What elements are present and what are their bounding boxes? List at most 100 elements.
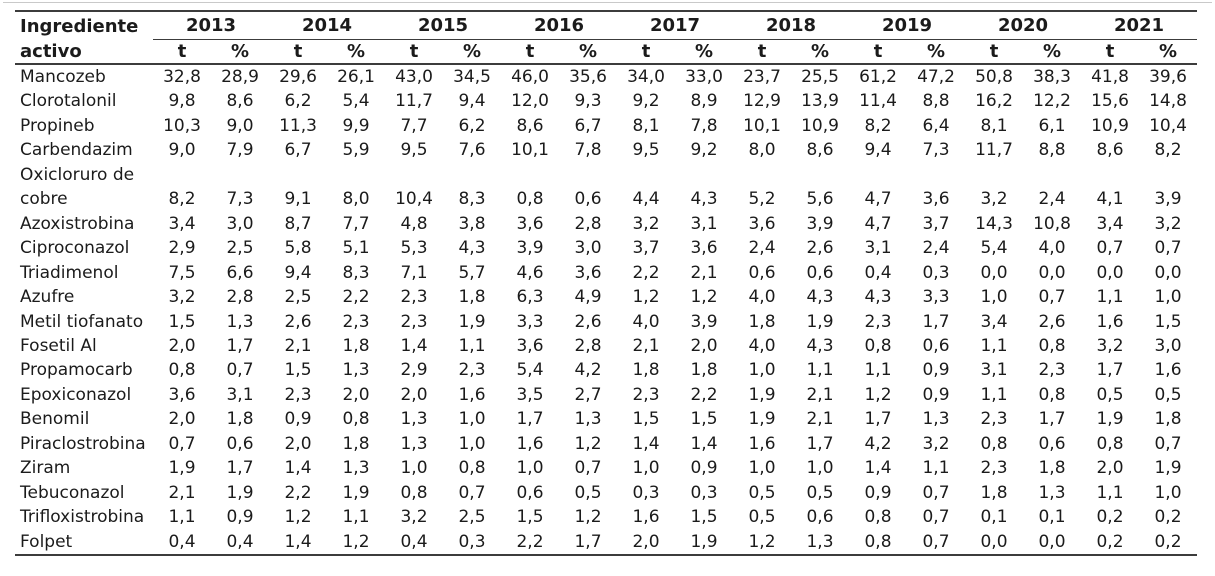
table-row: Tebuconazol 2,1 1,9 2,2 1,9 0,8 0,7 0,6 0,5 0,3 0,… <box>15 481 1197 505</box>
percent-value: 4,3 <box>806 335 834 356</box>
tonnes-value: 9,5 <box>632 140 660 161</box>
table-row: Azoxistrobina 3,4 3,0 8,7 7,7 4,8 3,8 3,6 2,8 3,2… <box>15 212 1197 236</box>
tonnes-value: 2,0 <box>1096 458 1124 479</box>
unit-header-t: t <box>849 39 907 65</box>
tonnes-value: 1,7 <box>516 409 544 430</box>
unit-header-t: t <box>965 39 1023 65</box>
percent-value: 4,3 <box>690 189 718 210</box>
year-header-2019: 2019 <box>849 11 965 40</box>
tonnes-value: 2,0 <box>168 335 196 356</box>
tonnes-value: 12,9 <box>743 91 781 112</box>
percent-value: 0,6 <box>806 507 834 528</box>
tonnes-value: 2,6 <box>284 311 312 332</box>
tonnes-value: 6,2 <box>284 91 312 112</box>
tonnes-value: 9,4 <box>864 140 892 161</box>
unit-header-percent: % <box>675 39 733 65</box>
tonnes-value: 1,3 <box>400 433 428 454</box>
tonnes-value: 3,2 <box>980 189 1008 210</box>
unit-header-percent: % <box>907 39 965 65</box>
percent-value: 1,8 <box>690 360 718 381</box>
percent-value: 2,4 <box>922 238 950 259</box>
table-row: Propamocarb 0,8 0,7 1,5 1,3 2,9 2,3 5,4 4,2 1,8 1,… <box>15 358 1197 382</box>
ingredient-header-line2: activo <box>15 39 153 65</box>
tonnes-value: 4,7 <box>864 189 892 210</box>
tonnes-value: 12,0 <box>511 91 549 112</box>
percent-value: 1,5 <box>690 507 718 528</box>
percent-value: 1,8 <box>1154 409 1182 430</box>
tonnes-value: 11,3 <box>279 115 317 136</box>
tonnes-value: 1,5 <box>632 409 660 430</box>
tonnes-value: 5,8 <box>284 238 312 259</box>
percent-value: 28,9 <box>221 67 259 87</box>
tonnes-value: 0,4 <box>385 529 443 557</box>
tonnes-value: 2,3 <box>400 287 428 308</box>
percent-value: 1,9 <box>1154 458 1182 479</box>
percent-value: 2,3 <box>1038 360 1066 381</box>
percent-value: 0,0 <box>1023 529 1081 557</box>
percent-value: 0,8 <box>458 458 486 479</box>
percent-value: 2,1 <box>806 409 834 430</box>
percent-value: 2,0 <box>690 335 718 356</box>
percent-value: 33,0 <box>685 67 723 87</box>
tonnes-value: 1,4 <box>864 458 892 479</box>
tonnes-value: 2,3 <box>284 384 312 405</box>
percent-value: 5,6 <box>806 189 834 210</box>
tonnes-value: 4,7 <box>864 213 892 234</box>
ingredient-name: Ciproconazol <box>20 238 130 259</box>
table-row: Carbendazim 9,0 7,9 6,7 5,9 9,5 7,6 10,1 7,8 9,5 9… <box>15 138 1197 162</box>
percent-value: 5,7 <box>458 262 486 283</box>
percent-value: 47,2 <box>917 67 955 87</box>
tonnes-value: 2,0 <box>617 529 675 557</box>
percent-value: 3,9 <box>806 213 834 234</box>
percent-value: 3,3 <box>922 287 950 308</box>
tonnes-value: 3,4 <box>168 213 196 234</box>
tonnes-value: 41,8 <box>1091 67 1129 87</box>
tonnes-value: 0,8 <box>168 360 196 381</box>
percent-value: 7,8 <box>574 140 602 161</box>
percent-value: 0,3 <box>443 529 501 557</box>
unit-header-percent: % <box>211 39 269 65</box>
tonnes-value: 14,3 <box>975 213 1013 234</box>
table-row: Propineb 10,3 9,0 11,3 9,9 7,7 6,2 8,6 6,7 8,1 7,8… <box>15 114 1197 138</box>
percent-value: 13,9 <box>801 91 839 112</box>
percent-value: 0,6 <box>226 433 254 454</box>
table-row: Ciproconazol 2,9 2,5 5,8 5,1 5,3 4,3 3,9 3,0 3,7 3… <box>15 236 1197 260</box>
tonnes-value: 1,1 <box>980 384 1008 405</box>
percent-value: 8,2 <box>1154 140 1182 161</box>
percent-value: 2,2 <box>690 384 718 405</box>
year-header-2016: 2016 <box>501 11 617 40</box>
percent-value: 1,0 <box>458 433 486 454</box>
percent-value: 0,7 <box>907 529 965 557</box>
tonnes-value: 1,4 <box>284 458 312 479</box>
tonnes-value: 1,1 <box>1096 482 1124 503</box>
tonnes-value: 2,5 <box>284 287 312 308</box>
percent-value: 0,0 <box>1038 262 1066 283</box>
percent-value: 5,1 <box>342 238 370 259</box>
percent-value: 10,4 <box>1149 115 1187 136</box>
tonnes-value: 0,2 <box>1081 529 1139 557</box>
top-rule-light <box>3 2 1212 3</box>
tonnes-value: 1,4 <box>400 335 428 356</box>
tonnes-value: 0,6 <box>748 262 776 283</box>
tonnes-value: 1,8 <box>980 482 1008 503</box>
tonnes-value: 10,9 <box>1091 115 1129 136</box>
percent-value: 1,3 <box>922 409 950 430</box>
percent-value: 1,9 <box>342 482 370 503</box>
percent-value: 2,8 <box>226 287 254 308</box>
ingredient-name: Mancozeb <box>20 67 106 87</box>
tonnes-value: 2,4 <box>748 238 776 259</box>
percent-value: 5,4 <box>342 91 370 112</box>
percent-value: 1,9 <box>226 482 254 503</box>
tonnes-value: 29,6 <box>279 67 317 87</box>
tonnes-value: 1,7 <box>864 409 892 430</box>
percent-value: 3,1 <box>690 213 718 234</box>
percent-value: 1,3 <box>342 458 370 479</box>
tonnes-value: 0,0 <box>1096 262 1124 283</box>
percent-value: 12,2 <box>1033 91 1071 112</box>
percent-value: 2,6 <box>806 238 834 259</box>
tonnes-value: 0,9 <box>284 409 312 430</box>
tonnes-value: 1,3 <box>400 409 428 430</box>
table-row: Folpet 0,4 0,4 1,4 1,2 0,4 0,3 2,2 1,7 2,0 1,9 1,2 1… <box>15 529 1197 557</box>
percent-value: 3,0 <box>226 213 254 234</box>
percent-value: 3,9 <box>690 311 718 332</box>
